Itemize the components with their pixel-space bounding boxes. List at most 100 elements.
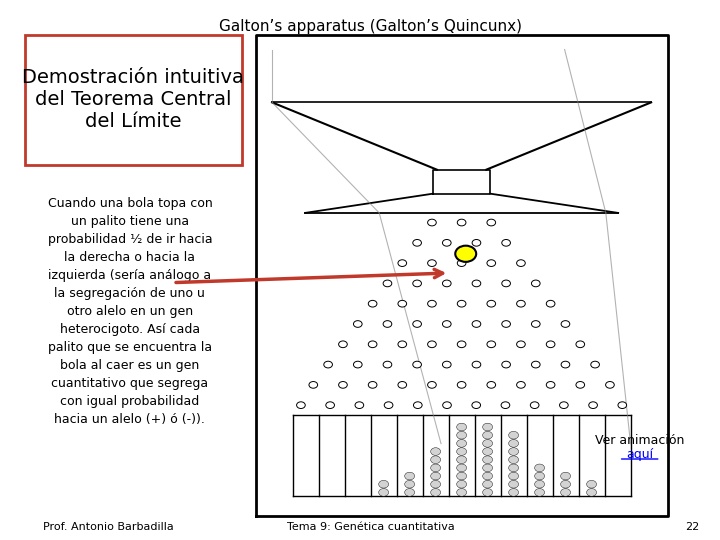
Circle shape: [457, 341, 466, 348]
Circle shape: [587, 481, 597, 488]
Circle shape: [561, 481, 570, 488]
Circle shape: [457, 382, 466, 388]
Circle shape: [456, 440, 467, 447]
Circle shape: [354, 321, 362, 327]
Circle shape: [591, 361, 600, 368]
Circle shape: [546, 382, 555, 388]
Circle shape: [428, 382, 436, 388]
Circle shape: [487, 382, 495, 388]
Circle shape: [383, 321, 392, 327]
Circle shape: [561, 321, 570, 327]
Circle shape: [531, 402, 539, 409]
Circle shape: [338, 382, 347, 388]
Circle shape: [482, 481, 492, 488]
Circle shape: [561, 472, 570, 480]
Circle shape: [535, 481, 544, 488]
Circle shape: [405, 481, 415, 488]
Circle shape: [443, 361, 451, 368]
Circle shape: [413, 361, 421, 368]
Circle shape: [428, 219, 436, 226]
Circle shape: [398, 341, 407, 348]
Circle shape: [455, 246, 476, 262]
Circle shape: [324, 361, 333, 368]
Circle shape: [456, 464, 467, 472]
Circle shape: [508, 472, 518, 480]
Circle shape: [508, 440, 518, 447]
Circle shape: [487, 219, 495, 226]
Circle shape: [561, 489, 570, 496]
Circle shape: [517, 341, 526, 348]
Circle shape: [383, 361, 392, 368]
Circle shape: [502, 280, 510, 287]
Circle shape: [502, 239, 510, 246]
Circle shape: [546, 341, 555, 348]
Circle shape: [517, 300, 526, 307]
Circle shape: [369, 341, 377, 348]
Circle shape: [502, 361, 510, 368]
Circle shape: [398, 300, 407, 307]
Circle shape: [576, 382, 585, 388]
Circle shape: [589, 402, 598, 409]
Circle shape: [457, 260, 466, 266]
Circle shape: [535, 464, 544, 472]
Circle shape: [456, 448, 467, 455]
Circle shape: [508, 489, 518, 496]
Text: Cuando una bola topa con
un palito tiene una
probabilidad ½ de ir hacia
la derec: Cuando una bola topa con un palito tiene…: [48, 197, 212, 426]
Circle shape: [587, 489, 597, 496]
Circle shape: [405, 489, 415, 496]
Circle shape: [508, 448, 518, 455]
Circle shape: [456, 456, 467, 463]
Text: Prof. Antonio Barbadilla: Prof. Antonio Barbadilla: [42, 522, 174, 532]
Circle shape: [487, 341, 495, 348]
Text: Tema 9: Genética cuantitativa: Tema 9: Genética cuantitativa: [287, 522, 455, 532]
Circle shape: [443, 280, 451, 287]
Circle shape: [559, 402, 568, 409]
Circle shape: [508, 481, 518, 488]
Text: 22: 22: [685, 522, 699, 532]
Circle shape: [379, 489, 389, 496]
Circle shape: [431, 456, 441, 463]
Circle shape: [431, 481, 441, 488]
Circle shape: [354, 361, 362, 368]
Circle shape: [326, 402, 335, 409]
Circle shape: [297, 402, 305, 409]
Circle shape: [456, 481, 467, 488]
Circle shape: [413, 321, 421, 327]
Circle shape: [482, 423, 492, 431]
Circle shape: [482, 456, 492, 463]
Circle shape: [405, 472, 415, 480]
Circle shape: [482, 440, 492, 447]
Circle shape: [456, 431, 467, 439]
Circle shape: [508, 431, 518, 439]
Circle shape: [413, 402, 422, 409]
FancyBboxPatch shape: [25, 35, 242, 165]
Circle shape: [501, 402, 510, 409]
Text: Demostración intuitiva
del Teorema Central
del Límite: Demostración intuitiva del Teorema Centr…: [22, 69, 244, 131]
Circle shape: [383, 280, 392, 287]
Circle shape: [487, 300, 495, 307]
Circle shape: [428, 260, 436, 266]
Circle shape: [431, 489, 441, 496]
Circle shape: [535, 472, 544, 480]
Circle shape: [457, 219, 466, 226]
Circle shape: [398, 382, 407, 388]
Circle shape: [369, 382, 377, 388]
Circle shape: [517, 260, 526, 266]
Circle shape: [457, 300, 466, 307]
Circle shape: [531, 321, 540, 327]
Circle shape: [379, 481, 389, 488]
Circle shape: [531, 280, 540, 287]
Circle shape: [443, 239, 451, 246]
Circle shape: [517, 382, 526, 388]
Circle shape: [482, 464, 492, 472]
Circle shape: [487, 260, 495, 266]
Circle shape: [508, 456, 518, 463]
Circle shape: [369, 300, 377, 307]
Circle shape: [456, 423, 467, 431]
Circle shape: [431, 472, 441, 480]
Circle shape: [606, 382, 614, 388]
Circle shape: [355, 402, 364, 409]
Circle shape: [443, 321, 451, 327]
Circle shape: [472, 280, 481, 287]
Circle shape: [456, 472, 467, 480]
